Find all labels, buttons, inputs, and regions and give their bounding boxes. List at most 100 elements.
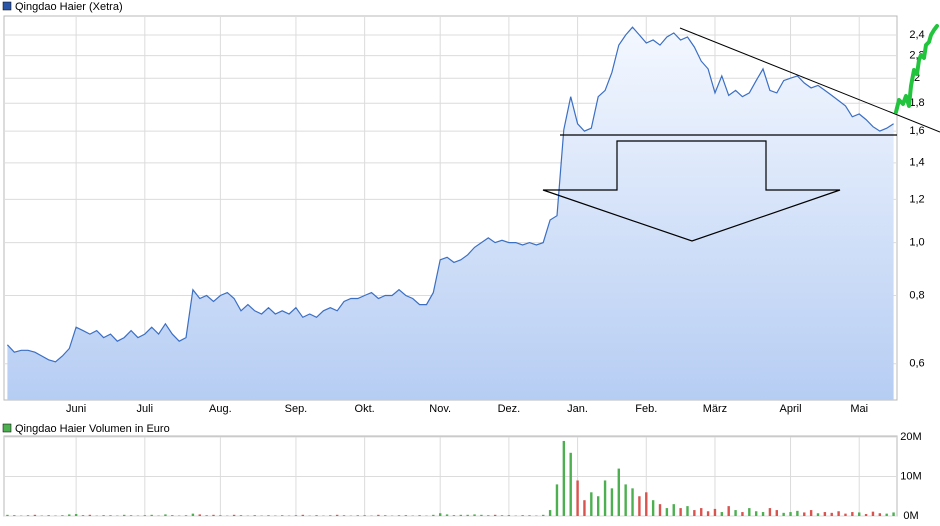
legend-swatch [2,423,12,433]
volume-bar [384,515,387,516]
x-tick-label: Dez. [498,403,521,415]
volume-bar [198,514,201,516]
volume-bar [33,514,37,516]
volume-bar [191,513,195,516]
volume-bar [74,514,78,516]
y-tick-label: 1,6 [909,125,924,137]
volume-bar [809,510,813,516]
volume-bar [720,512,724,516]
volume-bar [528,515,531,516]
y-tick-label: 20M [900,431,921,443]
volume-bar [480,514,483,516]
volume-bar [576,480,579,516]
volume-bar [473,514,476,516]
y-tick-label: 10M [900,470,921,482]
volume-bar [81,515,85,516]
y-tick-label: 0,8 [909,289,924,301]
x-tick-label: Nov. [429,403,451,415]
volume-bar [377,514,380,516]
volume-bar [363,515,366,516]
volume-bar [562,440,566,516]
volume-bar [397,515,401,516]
y-tick-label: 1,4 [909,157,924,169]
volume-bar [438,513,442,516]
volume-bar [239,515,243,516]
volume-bar [610,488,614,516]
volume-bar [775,510,778,516]
volume-bar [679,508,682,516]
volume-bar [329,515,332,516]
volume-bar [445,514,449,516]
volume-bar [253,515,256,516]
price-line [6,26,894,363]
volume-panel: 0M 10M 20M [3,431,922,522]
volume-bar [706,511,710,516]
volume-bar [184,515,188,516]
x-tick-label: Juni [66,403,86,415]
volume-bar [645,492,648,516]
volume-bar [404,515,408,516]
volume-bar [858,512,861,516]
volume-bar [219,515,222,516]
x-tick-label: Feb. [635,403,657,415]
volume-bar [466,514,469,516]
volume-bar [102,515,105,516]
x-tick-label: Mai [850,403,868,415]
volume-bar [796,510,799,516]
volume-bar [281,515,284,516]
legend-label: Qingdao Haier (Xetra) [15,1,123,13]
volume-bar [830,512,833,516]
volume-bar [892,512,895,516]
volume-bar [837,511,840,516]
x-tick-label: Okt. [355,403,375,415]
volume-bar [789,512,792,516]
volume-bar [754,511,758,516]
volume-bar [171,515,174,516]
volume-bar [631,488,634,516]
volume-bar [294,515,298,516]
x-tick-label: April [780,403,802,415]
volume-bar [61,515,64,516]
volume-bar [823,512,827,516]
volume-bar [569,452,572,516]
volume-bar [658,504,662,516]
legend-label: Qingdao Haier Volumen in Euro [15,423,170,435]
volume-bar [521,515,524,516]
x-tick-label: März [703,403,727,415]
volume-bar [583,500,586,516]
y-tick-label: 0,6 [909,358,924,370]
volume-bar [748,508,751,516]
y-tick-label: 0M [903,510,918,522]
trend-line [679,27,940,133]
x-tick-label: Sep. [285,403,308,415]
forecast-scribble [894,24,939,114]
volume-bar [617,468,620,516]
volume-bar [844,513,847,516]
volume-bar [88,514,92,516]
volume-bar [47,515,50,516]
volume-bar [493,514,497,516]
volume-bar [500,515,504,516]
volume-bar [665,508,669,516]
volume-bar [596,496,600,516]
volume-bar [13,515,16,516]
volume-bar [542,514,545,516]
volume-bar [864,514,868,516]
volume-bar [590,492,593,516]
volume-bar [335,514,339,516]
volume-bar [555,484,559,516]
volume-bar [205,515,208,516]
volume-bar [452,515,456,516]
volume-bar [6,514,9,516]
volume-bar [150,514,153,516]
volume-bar [487,515,490,516]
volume-bar [26,515,30,516]
volume-bar [686,506,689,516]
y-tick-label: 1,2 [909,193,924,205]
volume-bar [672,504,675,516]
y-tick-label: 2,4 [909,29,924,41]
volume-bar [734,510,737,516]
volume-bar [638,496,641,516]
